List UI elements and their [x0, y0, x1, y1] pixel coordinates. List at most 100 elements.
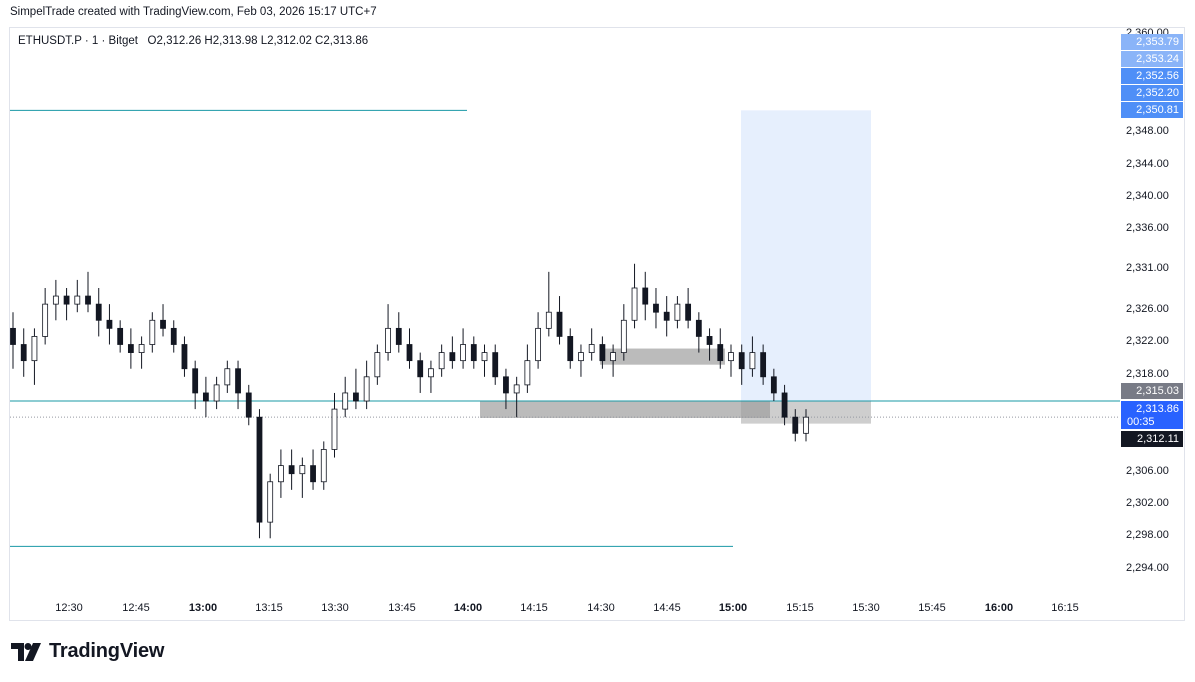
- candle[interactable]: [620, 304, 627, 361]
- candle[interactable]: [353, 368, 359, 410]
- candle[interactable]: [160, 304, 166, 337]
- candle-body: [513, 384, 520, 394]
- candle-body: [331, 408, 338, 450]
- candle[interactable]: [267, 473, 274, 539]
- candle[interactable]: [642, 271, 649, 321]
- candle[interactable]: [363, 360, 370, 410]
- candle[interactable]: [149, 312, 156, 353]
- candle[interactable]: [481, 344, 488, 377]
- candle[interactable]: [288, 449, 295, 490]
- candle-body: [470, 344, 477, 362]
- candle[interactable]: [299, 457, 306, 498]
- candle[interactable]: [674, 296, 681, 329]
- candle[interactable]: [760, 344, 767, 385]
- candle[interactable]: [310, 449, 316, 490]
- candle-body: [74, 295, 81, 305]
- candle[interactable]: [599, 336, 606, 369]
- candle[interactable]: [588, 328, 595, 361]
- candle[interactable]: [417, 352, 424, 393]
- candle-body: [760, 352, 767, 378]
- candle-body: [449, 352, 456, 362]
- candle[interactable]: [503, 368, 509, 410]
- chart-plot-area[interactable]: ETHUSDT.P · 1 · Bitget O2,312.26 H2,313.…: [10, 28, 1120, 594]
- candle[interactable]: [224, 360, 231, 393]
- candle[interactable]: [320, 441, 327, 490]
- candle[interactable]: [31, 328, 38, 385]
- candle[interactable]: [428, 360, 434, 393]
- candle[interactable]: [202, 376, 209, 418]
- candle[interactable]: [792, 409, 799, 442]
- candle[interactable]: [170, 320, 177, 353]
- candle[interactable]: [192, 360, 199, 410]
- demand-zone[interactable]: [480, 401, 770, 418]
- candle[interactable]: [706, 328, 713, 361]
- candle[interactable]: [374, 344, 381, 385]
- candle[interactable]: [460, 328, 466, 369]
- candle[interactable]: [717, 328, 724, 369]
- candle[interactable]: [406, 328, 413, 369]
- candle[interactable]: [545, 271, 552, 337]
- candle[interactable]: [535, 312, 541, 369]
- candle[interactable]: [95, 287, 102, 337]
- candle[interactable]: [728, 344, 734, 377]
- symbol-legend[interactable]: ETHUSDT.P · 1 · Bitget O2,312.26 H2,313.…: [18, 35, 368, 47]
- candle[interactable]: [395, 312, 402, 353]
- candle[interactable]: [653, 287, 659, 329]
- candle[interactable]: [803, 409, 809, 442]
- supply-zone[interactable]: [600, 348, 725, 365]
- time-label: 16:00: [984, 602, 1014, 614]
- candle[interactable]: [342, 376, 349, 418]
- candle[interactable]: [52, 279, 59, 321]
- candle-body: [481, 352, 488, 362]
- candle[interactable]: [138, 336, 145, 369]
- candle[interactable]: [631, 263, 638, 329]
- candle[interactable]: [438, 344, 445, 377]
- candle[interactable]: [770, 368, 777, 402]
- candle[interactable]: [106, 304, 113, 345]
- price-tag-zone: 2,315.03: [1121, 383, 1183, 399]
- candle[interactable]: [470, 336, 477, 369]
- candle-body: [106, 319, 113, 329]
- candle[interactable]: [567, 328, 574, 369]
- candle[interactable]: [610, 344, 617, 377]
- candle[interactable]: [127, 328, 134, 369]
- candle[interactable]: [235, 360, 241, 410]
- candle[interactable]: [749, 336, 756, 377]
- price-tag-drawing: 2,353.24: [1121, 51, 1183, 67]
- candlestick-chart[interactable]: [10, 28, 1120, 594]
- candle[interactable]: [181, 336, 188, 377]
- candle[interactable]: [63, 287, 70, 321]
- candle[interactable]: [556, 296, 563, 345]
- candle[interactable]: [256, 409, 263, 539]
- candle[interactable]: [10, 312, 16, 369]
- symbol-info[interactable]: ETHUSDT.P · 1 · Bitget: [18, 35, 138, 47]
- candle[interactable]: [524, 344, 531, 393]
- time-axis[interactable]: 12:30 12:45 13:00 13:15 13:30 13:45 14:0…: [10, 594, 1120, 621]
- candle[interactable]: [42, 287, 49, 345]
- candle[interactable]: [663, 296, 670, 337]
- candle[interactable]: [738, 344, 745, 385]
- candle[interactable]: [685, 287, 692, 329]
- candle[interactable]: [695, 312, 702, 353]
- candle[interactable]: [213, 376, 220, 410]
- price-axis[interactable]: 2,360.00 2,348.00 2,344.00 2,340.00 2,33…: [1120, 27, 1184, 594]
- candle[interactable]: [331, 392, 338, 458]
- candle[interactable]: [74, 279, 81, 313]
- candle[interactable]: [492, 344, 499, 385]
- time-label: 14:45: [653, 602, 681, 614]
- candle-body: [299, 465, 306, 475]
- candle[interactable]: [449, 336, 456, 369]
- candle[interactable]: [117, 320, 124, 353]
- tradingview-logo[interactable]: TradingView: [11, 640, 164, 663]
- candle[interactable]: [385, 304, 391, 361]
- candle[interactable]: [513, 376, 520, 418]
- candle[interactable]: [578, 344, 584, 377]
- candle[interactable]: [85, 271, 91, 313]
- candle-body: [556, 311, 563, 337]
- candle-body: [10, 327, 16, 345]
- candle[interactable]: [20, 328, 27, 377]
- chart-watermark-header: SimpelTrade created with TradingView.com…: [10, 6, 377, 18]
- candle[interactable]: [245, 384, 252, 426]
- candle[interactable]: [781, 384, 788, 426]
- candle[interactable]: [278, 449, 284, 498]
